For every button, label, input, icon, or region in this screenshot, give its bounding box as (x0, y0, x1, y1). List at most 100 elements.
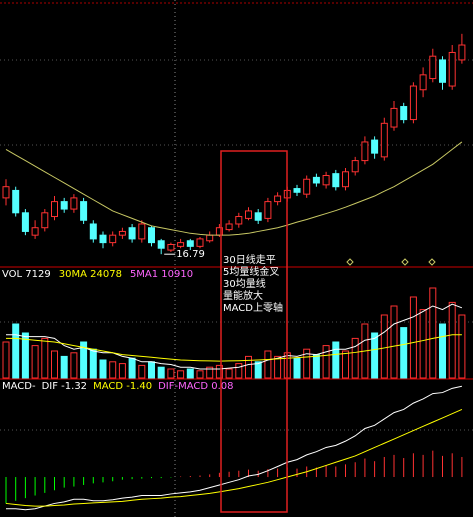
volume-bar (128, 357, 136, 379)
candle-body (60, 201, 68, 210)
volume-bar (312, 354, 320, 379)
panel-label: VOL 7129 (2, 269, 51, 280)
candle-body (118, 230, 126, 236)
candle-body (245, 210, 252, 219)
panel-label: DIF -1.32 (42, 381, 87, 392)
volume-bar (70, 352, 78, 379)
candle-body (371, 139, 379, 154)
volume-bar (429, 287, 437, 379)
marker (428, 258, 436, 266)
ma-line (5, 141, 463, 236)
volume-bar (351, 337, 359, 379)
candle-body (409, 85, 417, 121)
volume-bar (342, 350, 349, 379)
volume-bar (51, 350, 58, 379)
candle-body (342, 171, 349, 188)
marker (346, 258, 354, 266)
candle-body (351, 160, 359, 173)
volume-bar (254, 361, 262, 379)
volume-bar (196, 370, 204, 379)
annotation: 量能放大 (223, 289, 263, 302)
volume-bar (206, 366, 214, 379)
candle-body (109, 234, 117, 244)
highlight-box (220, 150, 288, 513)
annotation: 30日线走平 (223, 253, 276, 266)
volume-bar (400, 327, 408, 379)
volume-bar (264, 350, 272, 379)
candle-body (448, 51, 456, 87)
candle-body (89, 223, 97, 240)
volume-bar (157, 366, 165, 379)
volume-bar (99, 359, 107, 379)
annotation: 30均量线 (223, 277, 266, 290)
candle-body (439, 59, 446, 83)
volume-bar (245, 355, 252, 379)
volume-bar (167, 368, 175, 379)
candle-body (293, 188, 301, 193)
volume-bar (225, 368, 233, 379)
panel-label: 5MA1 10910 (130, 269, 193, 280)
volume-bar (80, 341, 88, 379)
candle-body (148, 227, 155, 244)
volume-bar (380, 314, 388, 379)
candle-body (458, 44, 466, 61)
candle-body (167, 243, 175, 251)
volume-bar (138, 364, 146, 379)
candle-body (312, 176, 320, 184)
volume-bar (148, 361, 155, 379)
volume-bar (215, 364, 223, 379)
panel-label: DIF-MACD 0.08 (158, 381, 233, 392)
volume-bar (371, 332, 379, 379)
candle-body (157, 240, 165, 249)
volume-bar (118, 363, 126, 379)
candle-body (380, 122, 388, 158)
candle-body (235, 216, 243, 225)
candle-body (70, 197, 78, 210)
volume-bar (41, 337, 49, 379)
volume-bar (274, 355, 282, 379)
macd-line (6, 385, 463, 511)
candle-body (332, 173, 340, 188)
panel-label: MACD- (2, 381, 36, 392)
candle-body (31, 227, 39, 236)
candle-body (206, 234, 214, 242)
candle-body (138, 223, 146, 240)
volume-bar (235, 363, 243, 379)
volume-bar (31, 345, 39, 379)
volume-bar (409, 296, 417, 379)
candle-body (12, 189, 20, 214)
volume-bar (89, 348, 97, 379)
candle-body (186, 240, 194, 247)
volume-bar (419, 309, 427, 379)
candle-body (177, 242, 185, 247)
markers (346, 258, 436, 266)
candle-body (254, 212, 262, 221)
volume-bar (303, 348, 311, 379)
volume-bar (21, 332, 29, 379)
volume-bar (293, 357, 301, 379)
candle-body (361, 141, 369, 162)
panel-label: 30MA 24078 (59, 269, 122, 280)
candle-body (99, 234, 107, 244)
volume-bar (12, 323, 20, 379)
candle-body (322, 175, 330, 186)
volume-bar (186, 368, 194, 379)
volume-bar (60, 355, 68, 379)
low-label: 16.79 (176, 249, 205, 260)
candle-body (41, 212, 49, 229)
volume-bar (332, 341, 340, 379)
volume-bar (458, 314, 466, 379)
volume-bar (322, 345, 330, 379)
volume-bar (177, 370, 185, 379)
volume-bar (2, 341, 10, 379)
candle-body (303, 178, 311, 195)
panel-label: MACD -1.40 (93, 381, 152, 392)
candle-body (390, 107, 398, 128)
candle-body (419, 74, 427, 91)
candle-body (196, 238, 204, 247)
volume-ma-line (6, 303, 463, 370)
